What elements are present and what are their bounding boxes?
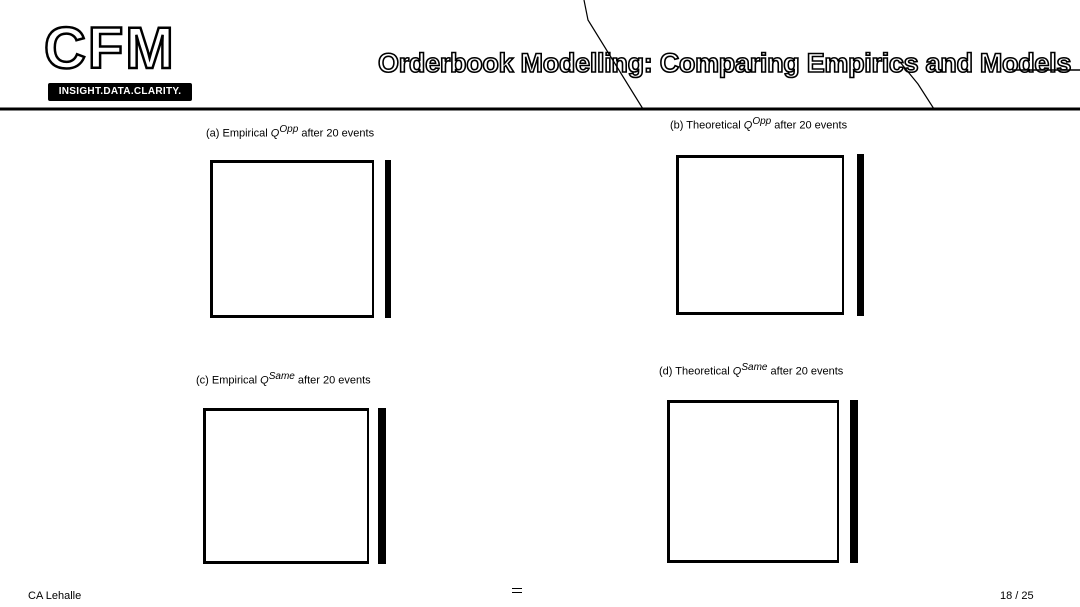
footer-author: CA Lehalle xyxy=(28,590,82,602)
panel-d-colorbar xyxy=(850,400,858,563)
panel-c-heatmap xyxy=(203,408,369,564)
cfm-tagline: INSIGHT.DATA.CLARITY. xyxy=(48,83,192,101)
panel-a-colorbar xyxy=(385,160,391,318)
slide-title: Orderbook Modelling: Comparing Empirics … xyxy=(377,47,1072,79)
panel-b-heatmap xyxy=(676,155,844,315)
panel-c-caption: (c) Empirical QSame after 20 events xyxy=(196,371,371,387)
panel-b-colorbar xyxy=(857,154,864,316)
footer-page-number: 18 / 25 xyxy=(1000,590,1034,602)
panel-d-caption: (d) Theoretical QSame after 20 events xyxy=(659,362,844,378)
panel-a-caption: (a) Empirical QOpp after 20 events xyxy=(206,124,375,140)
cfm-logo: CFM xyxy=(43,16,176,81)
panel-d-heatmap xyxy=(667,400,839,563)
panel-a-heatmap xyxy=(210,160,374,318)
panel-c-colorbar xyxy=(378,408,386,564)
panel-b-caption: (b) Theoretical QOpp after 20 events xyxy=(670,116,848,132)
navigation-icon[interactable] xyxy=(512,588,522,593)
